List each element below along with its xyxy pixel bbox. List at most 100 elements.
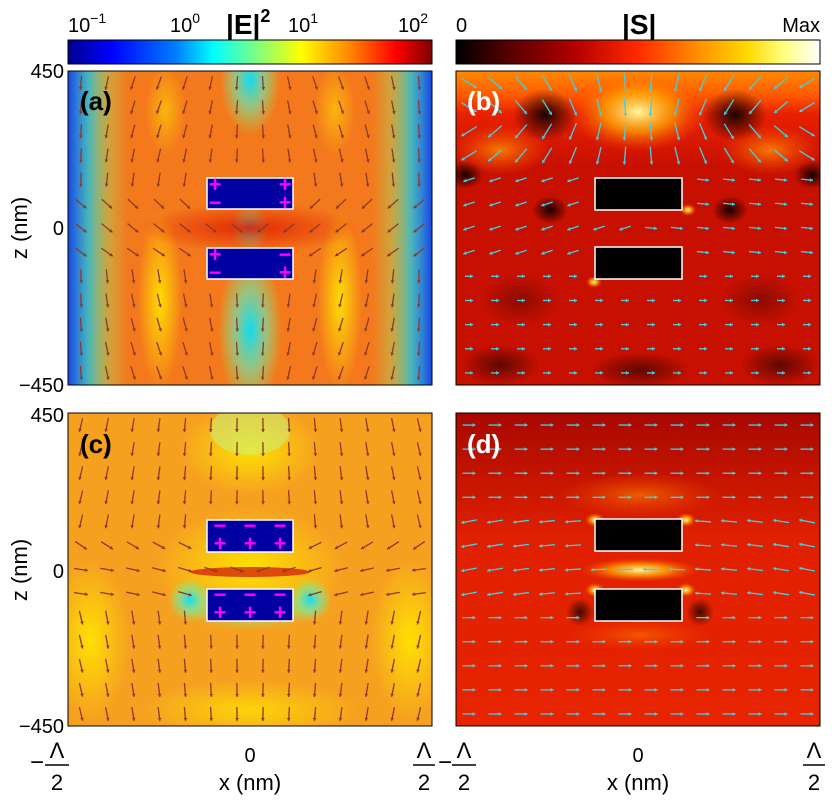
field-arrow-head xyxy=(524,423,528,427)
poynting-arrows-b xyxy=(460,74,816,375)
field-arrow-head xyxy=(110,568,114,573)
field-arrow-head xyxy=(364,328,368,332)
charge-minus: − xyxy=(279,242,292,267)
field-arrow-head xyxy=(338,669,343,673)
charge-minus: − xyxy=(244,513,257,538)
field-arrow-head xyxy=(235,669,239,673)
field-arrow xyxy=(460,77,478,89)
field-arrow-head xyxy=(418,428,422,432)
field-arrow-head xyxy=(622,161,627,165)
field-arrow-head xyxy=(757,202,761,207)
field-arrow-head xyxy=(756,298,759,303)
field-arrow-head xyxy=(724,87,728,91)
field-arrow-head xyxy=(809,178,813,182)
field-arrow-head xyxy=(496,371,499,375)
field-arrow-head xyxy=(365,428,370,432)
field-arrow-head xyxy=(161,545,166,549)
field-arrow-head xyxy=(209,669,214,673)
field-arrow-head xyxy=(158,327,162,332)
field-arrow-head xyxy=(757,226,761,231)
field-arrow-head xyxy=(706,688,710,692)
field-arrow xyxy=(649,74,653,93)
field-arrow-head xyxy=(730,322,733,327)
field-arrow-head xyxy=(105,352,110,356)
field-arrow-head xyxy=(567,203,571,207)
field-arrow-head xyxy=(622,137,627,141)
field-arrow-head xyxy=(82,204,87,209)
field-arrow xyxy=(698,74,708,92)
field-arrow-head xyxy=(340,159,344,163)
field-arrow xyxy=(798,126,816,137)
field-arrow-head xyxy=(361,205,366,209)
field-arrow-head xyxy=(287,159,292,163)
charge-plus: + xyxy=(279,260,292,285)
field-arrow-head xyxy=(782,371,785,375)
field-arrow-head xyxy=(576,495,580,500)
field-arrow-head xyxy=(602,471,606,476)
field-arrow xyxy=(487,149,503,162)
field-arrow-head xyxy=(810,447,814,451)
field-arrow-head xyxy=(758,495,762,500)
field-arrow-head xyxy=(513,544,517,548)
field-arrow-head xyxy=(706,639,710,644)
field-arrow-head xyxy=(413,229,417,233)
field-arrow-head xyxy=(390,669,395,673)
field-arrow-head xyxy=(386,592,390,597)
field-arrow-head xyxy=(84,568,88,572)
field-arrow-head xyxy=(576,712,580,716)
field-arrow-head xyxy=(361,252,365,257)
field-arrow-head xyxy=(131,645,136,649)
field-arrow-head xyxy=(187,229,191,233)
field-arrow-head xyxy=(732,423,736,427)
field-arrow-head xyxy=(522,274,525,279)
field-arrow-head xyxy=(157,693,162,697)
field-arrow-head xyxy=(680,688,684,692)
field-arrow-head xyxy=(364,304,368,308)
field-arrow-head xyxy=(565,567,569,572)
field-arrow-head xyxy=(184,376,189,380)
field-arrow-head xyxy=(156,134,160,139)
colorbar-e-tick-4: 102 xyxy=(398,10,428,37)
field-arrow-head xyxy=(626,371,629,375)
field-arrow-head xyxy=(80,693,84,697)
field-arrow-head xyxy=(80,669,84,673)
field-arrow-head xyxy=(188,592,192,597)
charge-plus: + xyxy=(274,531,287,556)
field-arrow-head xyxy=(595,136,600,141)
field-arrow-head xyxy=(721,567,725,571)
field-arrow-head xyxy=(308,545,313,549)
field-arrow-head xyxy=(162,592,166,597)
field-arrow-head xyxy=(602,447,606,451)
charge-plus: + xyxy=(279,190,292,215)
field-arrow-head xyxy=(600,346,603,351)
field-arrow-head xyxy=(598,112,603,116)
charge-plus: + xyxy=(244,531,257,556)
field-arrow-head xyxy=(339,476,344,481)
field-arrow-head xyxy=(653,226,657,231)
field-arrow-head xyxy=(105,669,110,673)
field-arrow-head xyxy=(680,663,684,668)
field-arrow-head xyxy=(235,501,239,505)
x-axis-right: − Λ 2 0 x (nm) Λ 2 xyxy=(438,738,825,795)
field-arrow-head xyxy=(654,639,658,644)
field-arrow xyxy=(698,98,708,116)
field-arrow-head xyxy=(515,178,519,183)
field-arrow-head xyxy=(235,645,239,649)
field-arrow xyxy=(674,98,680,117)
field-arrow-head xyxy=(487,592,491,597)
charge-plus: + xyxy=(209,242,222,267)
field-arrow-head xyxy=(360,592,364,597)
field-arrow-head xyxy=(602,688,606,692)
field-arrow-head xyxy=(698,112,703,116)
charge-plus: + xyxy=(209,172,222,197)
field-arrow-head xyxy=(366,134,370,139)
field-arrow-head xyxy=(654,712,658,716)
field-arrow-head xyxy=(391,110,396,115)
field-arrow-head xyxy=(654,495,658,500)
field-arrow-head xyxy=(363,376,368,380)
y-label-top: z (nm) xyxy=(7,197,32,259)
field-arrow-head xyxy=(784,471,788,476)
field-arrow-head xyxy=(680,639,684,644)
field-arrow-head xyxy=(799,542,803,547)
field-arrow-head xyxy=(235,429,239,433)
